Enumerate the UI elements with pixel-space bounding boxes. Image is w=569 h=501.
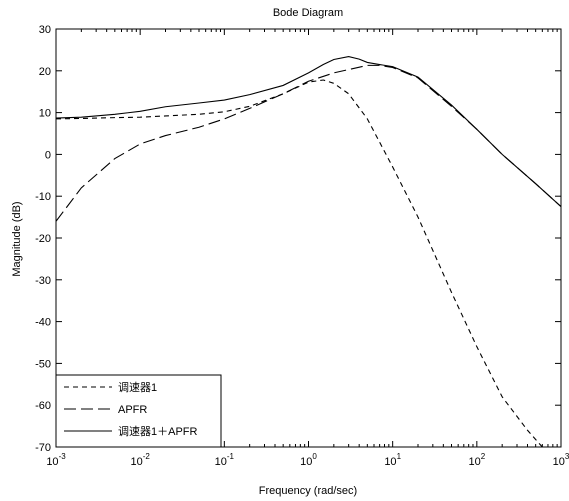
legend-label-2: APFR [118,404,147,416]
legend-label-3: 调速器1＋APFR [118,425,198,438]
y-tick-label: -70 [35,442,51,454]
x-tick-label: 10-1 [215,452,235,468]
y-tick-label: -10 [35,191,51,203]
legend-label-1: 调速器1 [118,381,157,394]
x-tick-label: 10-2 [130,452,150,468]
y-tick-label: 10 [39,108,51,120]
x-axis-title: Frequency (rad/sec) [259,485,357,497]
series-line-1 [56,79,543,447]
series-line-3 [56,56,561,208]
y-tick-label: 20 [39,66,51,78]
y-tick-label: -50 [35,358,51,370]
plot-area: 10-3 10-2 10-1 100 101 102 1033020100-10-20-30… [35,24,569,468]
x-tick-label: 100 [300,452,317,468]
y-tick-label: -30 [35,275,51,287]
x-tick-label: 102 [468,452,485,468]
series-line-2 [56,64,561,222]
y-axis-title: Magnitude (dB) [11,201,23,276]
y-tick-label: -20 [35,233,51,245]
chart-title: Bode Diagram [273,7,343,19]
y-tick-label: 0 [45,149,51,161]
x-tick-label: 101 [384,452,401,468]
y-tick-label: 30 [39,24,51,36]
series-lines [56,56,561,447]
x-tick-label: 103 [553,452,569,468]
y-tick-label: -60 [35,400,51,412]
x-tick-label: 10-3 [46,452,66,468]
y-tick-label: -40 [35,317,51,329]
